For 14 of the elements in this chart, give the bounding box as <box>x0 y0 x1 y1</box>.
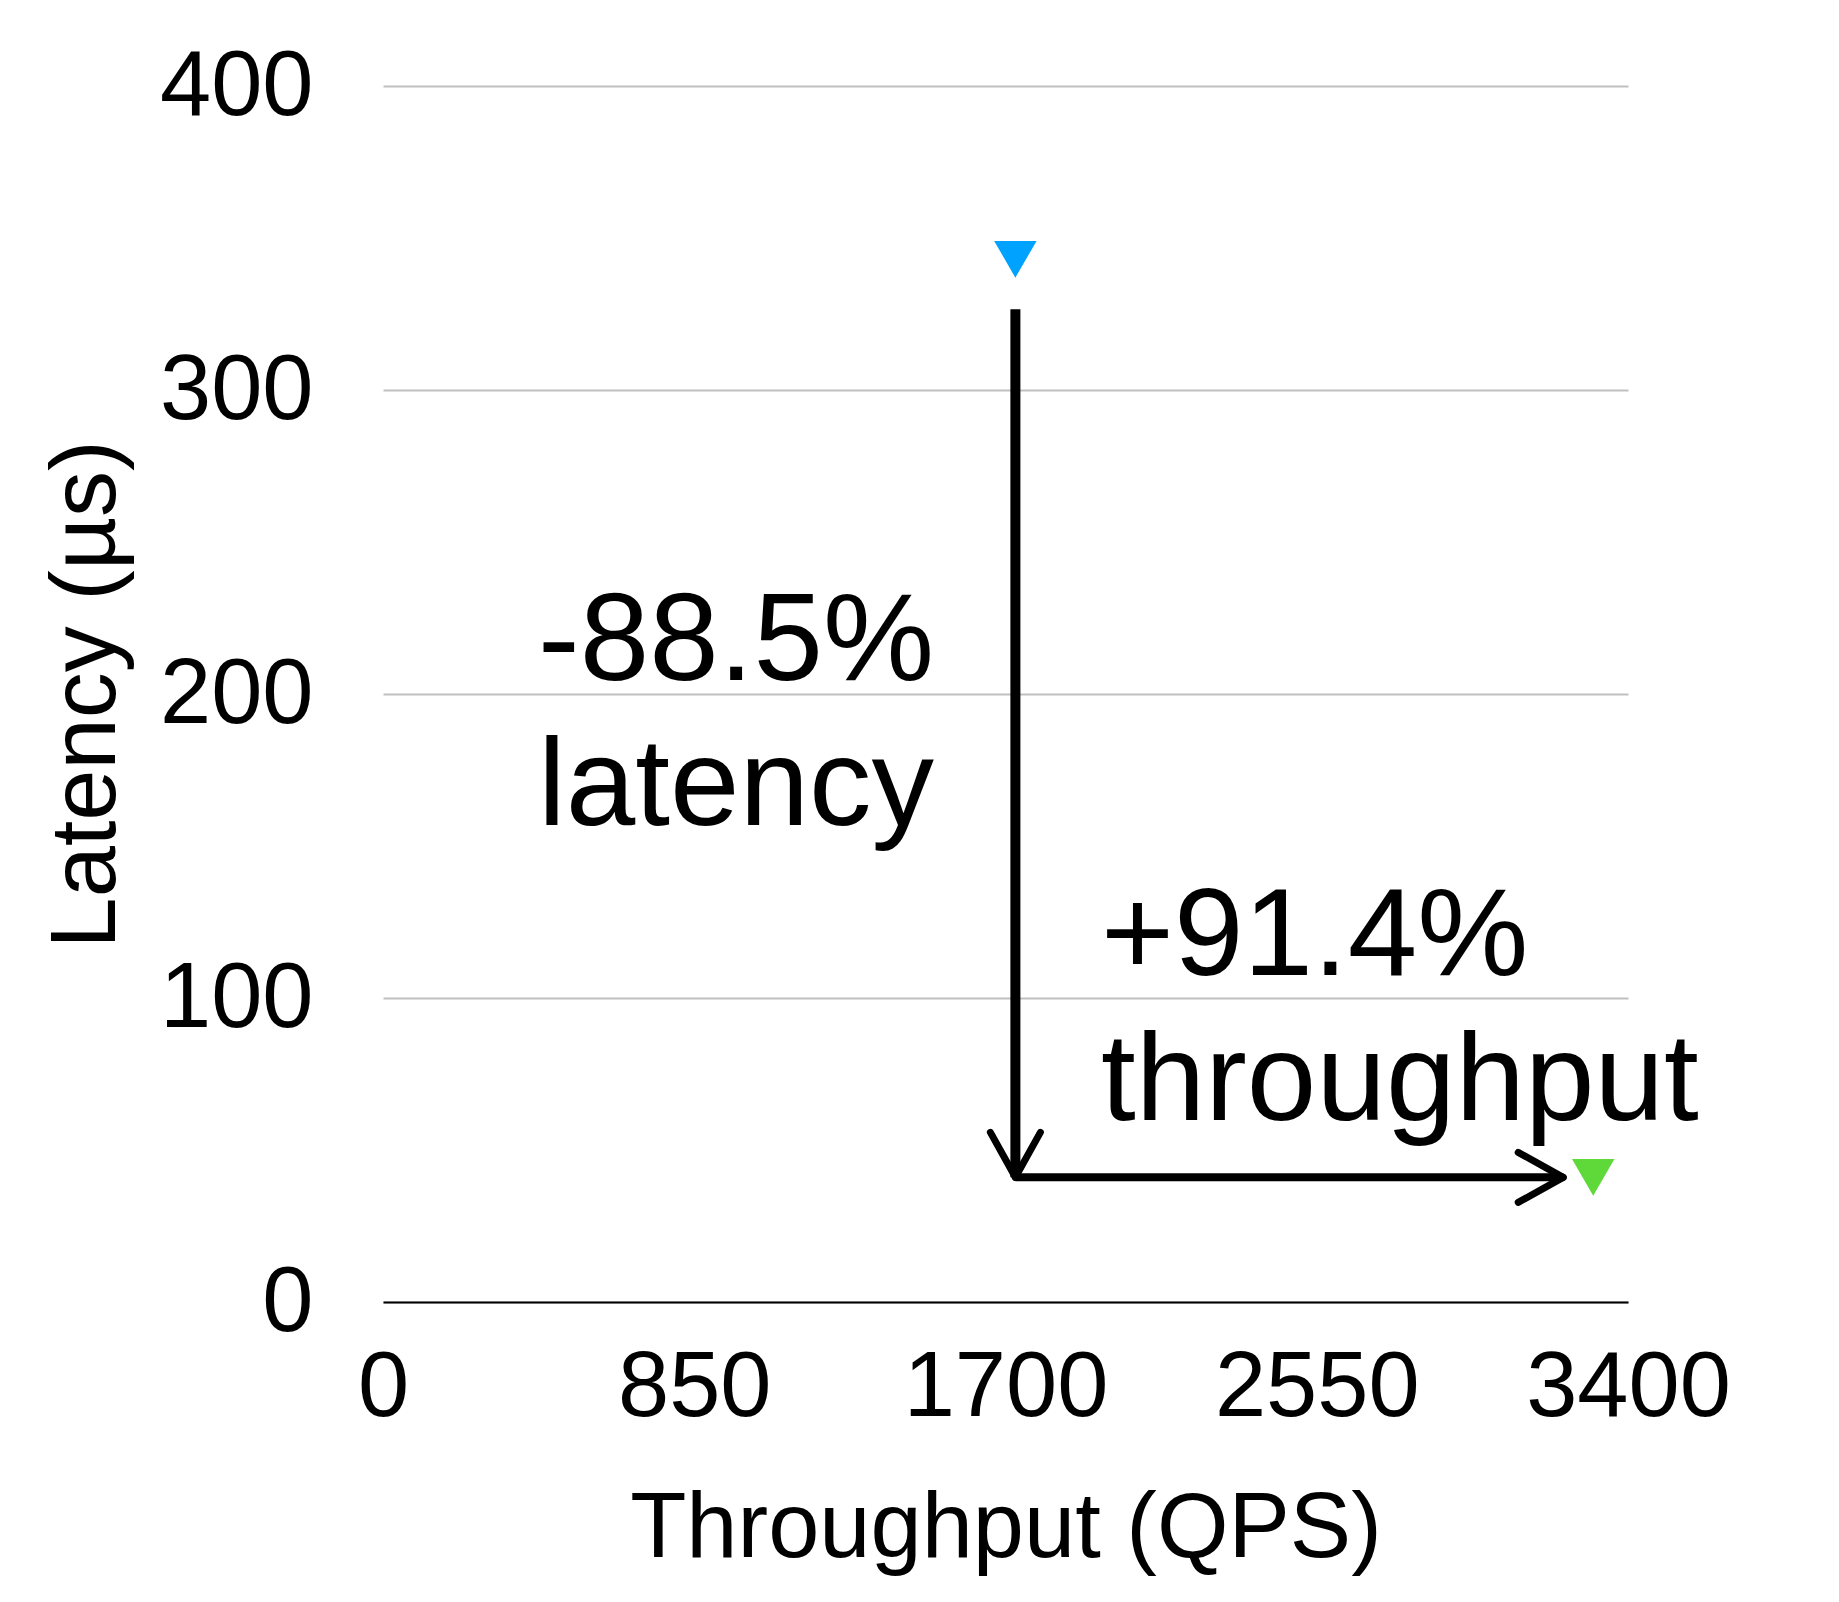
x-tick-label: 850 <box>618 1332 772 1435</box>
annotation: -88.5% latency <box>538 567 935 851</box>
x-tick-label: 3400 <box>1526 1332 1731 1435</box>
y-tick-label: 300 <box>160 335 314 438</box>
y-tick-label: 200 <box>160 639 314 742</box>
x-tick-label: 1700 <box>903 1332 1109 1435</box>
x-tick-label: 0 <box>357 1332 410 1435</box>
y-axis-title: Latency (µs) <box>31 440 134 949</box>
x-tick-label: 2550 <box>1214 1332 1420 1435</box>
y-tick-label: 400 <box>160 31 314 134</box>
y-tick-label: 100 <box>160 943 314 1046</box>
x-axis-title: Throughput (QPS) <box>630 1473 1382 1576</box>
annotation: +91.4% throughput <box>1101 862 1699 1146</box>
y-tick-label: 0 <box>262 1247 314 1350</box>
